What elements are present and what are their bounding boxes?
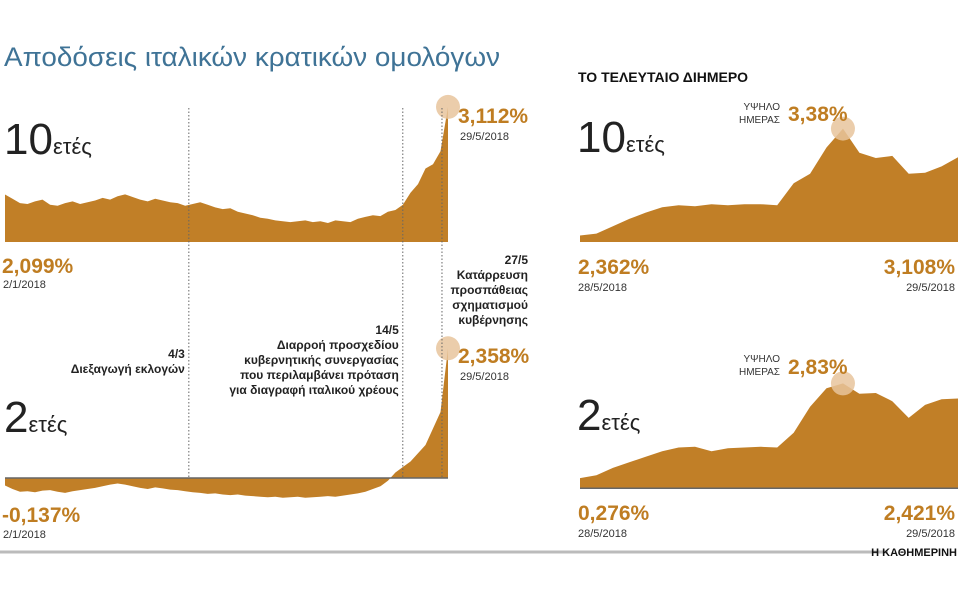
date-label: 28/5/2018	[578, 528, 627, 540]
event-date: 14/5	[375, 323, 399, 337]
event-date: 4/3	[168, 347, 185, 361]
area	[5, 348, 448, 498]
date-label: 29/5/2018	[906, 528, 955, 540]
maturity-unit: ετές	[28, 412, 67, 437]
value-label: 2,358%	[458, 345, 530, 368]
event-text: Κατάρρευση	[457, 268, 528, 282]
highlight	[830, 371, 855, 396]
event-text: κυβερνητικής συνεργασίας	[244, 353, 399, 367]
value-label: 3,112%	[458, 105, 528, 128]
high-label: ΗΜΕΡΑΣ	[739, 367, 780, 378]
maturity-label: 2ετές	[577, 391, 640, 440]
value-label: 3,38%	[788, 103, 848, 126]
date-label: 2/1/2018	[3, 529, 46, 541]
maturity-unit: ετές	[601, 410, 640, 435]
value-label: 2,362%	[578, 256, 650, 279]
maturity-label: 10ετές	[4, 115, 92, 164]
source: Η ΚΑΘΗΜΕΡΙΝΗ	[871, 547, 957, 559]
event-text: σχηματισμού	[452, 298, 528, 312]
event-text: για διαγραφή ιταλικού χρέους	[229, 383, 398, 397]
page-title: Αποδόσεις ιταλικών κρατικών ομολόγων	[4, 42, 500, 72]
maturity: 2	[4, 393, 28, 442]
maturity-unit: ετές	[626, 132, 665, 157]
date-label: 2/1/2018	[3, 279, 46, 291]
section-title: ΤΟ ΤΕΛΕΥΤΑΙΟ ΔΙΗΜΕΡΟ	[578, 69, 748, 85]
date-label: 29/5/2018	[460, 371, 509, 383]
value-label: -0,137%	[2, 504, 81, 527]
value-label: 3,108%	[884, 256, 956, 279]
date-label: 28/5/2018	[578, 282, 627, 294]
highlight	[830, 116, 855, 141]
maturity-label: 10ετές	[577, 113, 665, 162]
value-label: 2,099%	[2, 255, 74, 278]
value-label: 2,421%	[884, 502, 956, 525]
area	[580, 128, 958, 242]
value-label: 0,276%	[578, 502, 650, 525]
event-date: 27/5	[505, 253, 529, 267]
maturity: 10	[577, 113, 626, 162]
event-text: προσπάθειας	[450, 283, 528, 297]
maturity: 2	[577, 391, 601, 440]
event-text: που περιλαμβάνει πρόταση	[240, 368, 399, 382]
maturity-label: 2ετές	[4, 393, 67, 442]
event-text: κυβέρνησης	[458, 313, 528, 327]
high-label: ΗΜΕΡΑΣ	[739, 115, 780, 126]
event-text: Διεξαγωγή εκλογών	[71, 362, 185, 376]
highlight	[436, 336, 460, 361]
value-label: 2,83%	[788, 356, 848, 379]
event-text: Διαρροή προσχεδίου	[277, 338, 399, 352]
highlight	[436, 94, 460, 119]
maturity-unit: ετές	[53, 134, 92, 159]
area	[5, 106, 448, 243]
area	[580, 383, 958, 489]
date-label: 29/5/2018	[460, 131, 509, 143]
date-label: 29/5/2018	[906, 282, 955, 294]
high-label: ΥΨΗΛΟ	[744, 354, 781, 365]
high-label: ΥΨΗΛΟ	[744, 102, 781, 113]
maturity: 10	[4, 115, 53, 164]
